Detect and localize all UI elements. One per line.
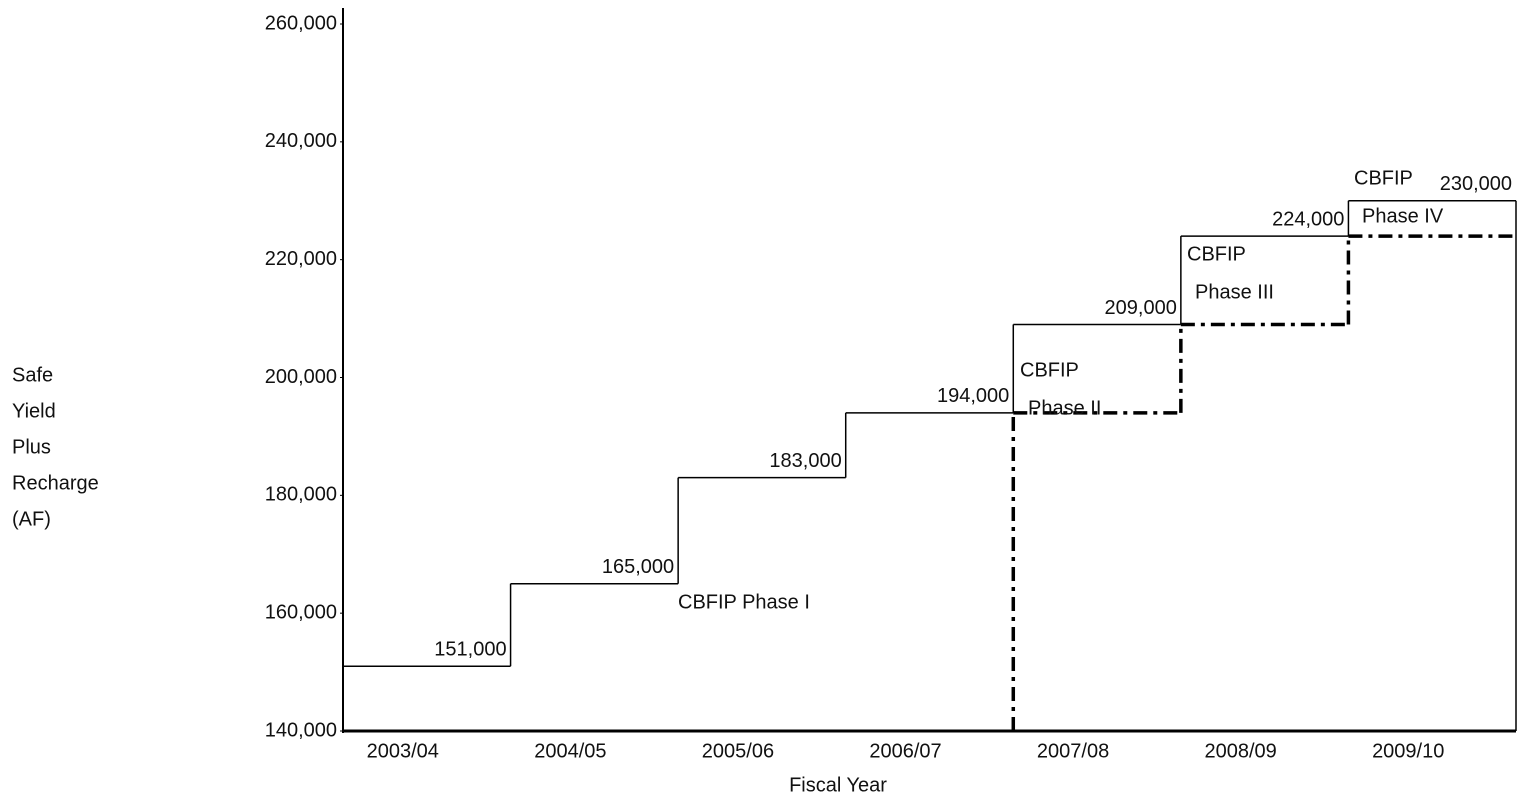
y-axis-title: (AF) xyxy=(12,508,51,530)
y-axis-title: Recharge xyxy=(12,472,99,494)
x-tick-label: 2007/08 xyxy=(1037,740,1109,762)
value-label: 224,000 xyxy=(1272,208,1344,230)
y-tick-label: 140,000 xyxy=(265,719,337,741)
value-label: 230,000 xyxy=(1440,173,1512,195)
annotation: Phase III xyxy=(1195,281,1274,303)
annotation: Phase II xyxy=(1028,397,1101,419)
value-label: 194,000 xyxy=(937,385,1009,407)
annotation: CBFIP Phase I xyxy=(678,591,810,613)
x-tick-label: 2008/09 xyxy=(1204,740,1276,762)
y-axis-title: Yield xyxy=(12,400,56,422)
annotation: Phase IV xyxy=(1362,205,1444,227)
annotation: CBFIP xyxy=(1354,167,1413,189)
y-axis-title: Plus xyxy=(12,436,51,458)
value-label: 183,000 xyxy=(769,450,841,472)
value-label: 209,000 xyxy=(1105,297,1177,319)
x-axis-title: Fiscal Year xyxy=(789,774,887,796)
y-axis-title: Safe xyxy=(12,364,53,386)
y-tick-label: 160,000 xyxy=(265,601,337,623)
y-tick-label: 200,000 xyxy=(265,366,337,388)
x-tick-label: 2003/04 xyxy=(367,740,439,762)
annotation: CBFIP xyxy=(1187,243,1246,265)
x-tick-label: 2005/06 xyxy=(702,740,774,762)
value-label: 151,000 xyxy=(434,638,506,660)
value-label: 165,000 xyxy=(602,556,674,578)
x-tick-label: 2009/10 xyxy=(1372,740,1444,762)
x-tick-label: 2006/07 xyxy=(869,740,941,762)
y-tick-label: 240,000 xyxy=(265,130,337,152)
x-tick-label: 2004/05 xyxy=(534,740,606,762)
annotation: CBFIP xyxy=(1020,359,1079,381)
y-tick-label: 180,000 xyxy=(265,484,337,506)
y-tick-label: 220,000 xyxy=(265,248,337,270)
y-tick-label: 260,000 xyxy=(265,12,337,34)
